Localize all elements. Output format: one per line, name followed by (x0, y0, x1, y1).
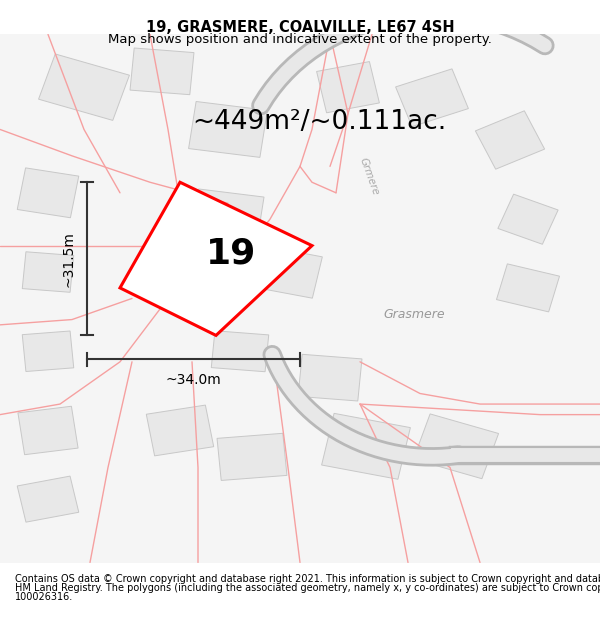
Bar (395, 69, 469, 127)
Text: Grmere: Grmere (358, 157, 380, 197)
Bar (130, 48, 194, 95)
Bar (498, 194, 558, 244)
Text: ~34.0m: ~34.0m (166, 373, 221, 388)
Text: Map shows position and indicative extent of the property.: Map shows position and indicative extent… (108, 32, 492, 46)
Bar (22, 252, 74, 292)
Bar (192, 189, 264, 239)
Bar (322, 413, 410, 479)
Text: 100026316.: 100026316. (15, 592, 73, 602)
Bar (17, 168, 79, 217)
Bar (18, 406, 78, 455)
Bar (413, 414, 499, 479)
Polygon shape (120, 182, 312, 336)
Bar (217, 433, 287, 481)
Text: ~31.5m: ~31.5m (62, 231, 76, 287)
Text: Grasmere: Grasmere (383, 308, 445, 321)
Bar (38, 54, 130, 121)
Text: 19: 19 (206, 236, 256, 271)
Bar (211, 331, 269, 372)
Bar (146, 405, 214, 456)
Bar (17, 476, 79, 522)
Bar (22, 331, 74, 371)
Text: Contains OS data © Crown copyright and database right 2021. This information is : Contains OS data © Crown copyright and d… (15, 574, 600, 584)
Bar (298, 354, 362, 401)
Bar (188, 101, 268, 158)
Bar (475, 111, 545, 169)
Text: HM Land Registry. The polygons (including the associated geometry, namely x, y c: HM Land Registry. The polygons (includin… (15, 582, 600, 592)
Bar (317, 62, 379, 112)
Bar (496, 264, 560, 312)
Text: ~449m²/~0.111ac.: ~449m²/~0.111ac. (192, 109, 446, 134)
Text: 19, GRASMERE, COALVILLE, LE67 4SH: 19, GRASMERE, COALVILLE, LE67 4SH (146, 20, 454, 35)
Bar (254, 246, 322, 298)
